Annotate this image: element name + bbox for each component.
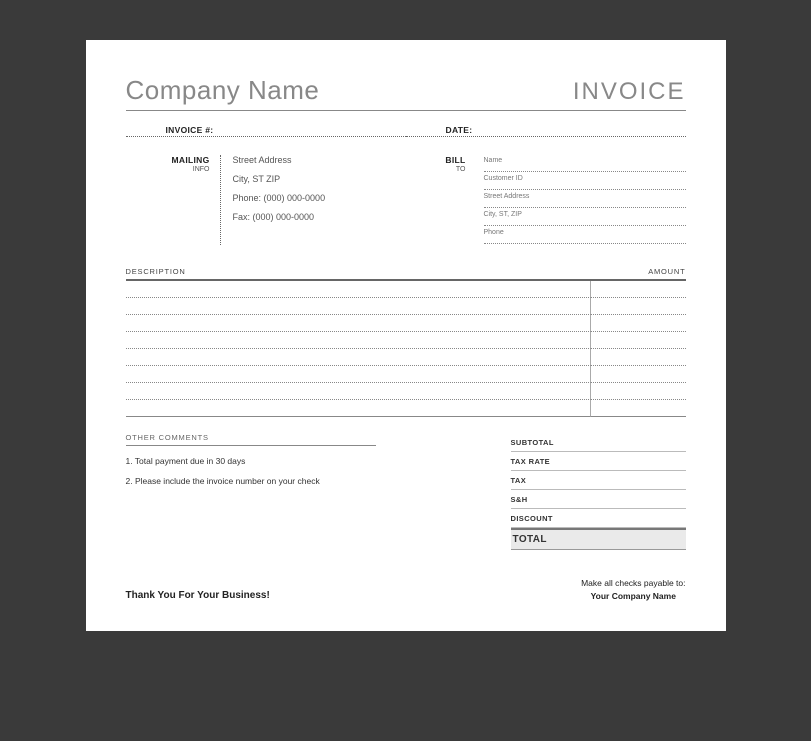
billto-street: Street Address <box>484 191 686 208</box>
billto-fields: Name Customer ID Street Address City, ST… <box>476 155 686 245</box>
document-title: INVOICE <box>573 78 686 106</box>
billto-label: BILL TO <box>406 155 476 245</box>
company-name: Company Name <box>126 75 320 106</box>
date-label: DATE: <box>406 125 473 135</box>
sh-row: S&H <box>511 490 686 509</box>
bill-to: BILL TO Name Customer ID Street Address … <box>406 155 686 245</box>
items-header: DESCRIPTION AMOUNT <box>126 267 686 281</box>
mailing-phone: Phone: (000) 000-0000 <box>233 193 326 203</box>
discount-row: DISCOUNT <box>511 509 686 528</box>
item-row <box>126 315 686 332</box>
item-row <box>126 400 686 417</box>
comment-2: 2. Please include the invoice number on … <box>126 476 481 486</box>
header: Company Name INVOICE <box>126 75 686 111</box>
comment-1: 1. Total payment due in 30 days <box>126 456 481 466</box>
item-row <box>126 332 686 349</box>
billto-name: Name <box>484 155 686 172</box>
mailing-lines: Street Address City, ST ZIP Phone: (000)… <box>221 155 326 245</box>
billto-phone: Phone <box>484 227 686 244</box>
mailing-street: Street Address <box>233 155 326 165</box>
totals-block: SUBTOTAL TAX RATE TAX S&H DISCOUNT TOTAL <box>511 433 686 550</box>
lower-section: OTHER COMMENTS 1. Total payment due in 3… <box>126 433 686 550</box>
items-body <box>126 281 686 417</box>
item-row <box>126 281 686 298</box>
payable-block: Make all checks payable to: Your Company… <box>581 578 685 601</box>
billto-city: City, ST, ZIP <box>484 209 686 226</box>
taxrate-row: TAX RATE <box>511 452 686 471</box>
invoice-page: Company Name INVOICE INVOICE #: DATE: MA… <box>86 40 726 631</box>
mailing-info: MAILING INFO Street Address City, ST ZIP… <box>126 155 406 245</box>
description-header: DESCRIPTION <box>126 267 591 276</box>
total-row: TOTAL <box>511 528 686 550</box>
mailing-fax: Fax: (000) 000-0000 <box>233 212 326 222</box>
item-row <box>126 298 686 315</box>
date-field: DATE: <box>406 125 686 137</box>
address-section: MAILING INFO Street Address City, ST ZIP… <box>126 155 686 245</box>
thank-you: Thank You For Your Business! <box>126 590 270 601</box>
comments-header: OTHER COMMENTS <box>126 433 376 446</box>
billto-customer-id: Customer ID <box>484 173 686 190</box>
amount-header: AMOUNT <box>591 267 686 276</box>
payable-line1: Make all checks payable to: <box>581 578 685 588</box>
item-row <box>126 366 686 383</box>
tax-row: TAX <box>511 471 686 490</box>
mailing-label: MAILING INFO <box>126 155 221 245</box>
invoice-number-field: INVOICE #: <box>126 125 406 137</box>
payable-line2: Your Company Name <box>581 591 685 601</box>
item-row <box>126 383 686 400</box>
comments-block: OTHER COMMENTS 1. Total payment due in 3… <box>126 433 511 550</box>
mailing-city: City, ST ZIP <box>233 174 326 184</box>
meta-row: INVOICE #: DATE: <box>126 125 686 137</box>
item-row <box>126 349 686 366</box>
footer: Thank You For Your Business! Make all ch… <box>126 578 686 601</box>
invoice-number-label: INVOICE #: <box>126 125 214 135</box>
subtotal-row: SUBTOTAL <box>511 433 686 452</box>
